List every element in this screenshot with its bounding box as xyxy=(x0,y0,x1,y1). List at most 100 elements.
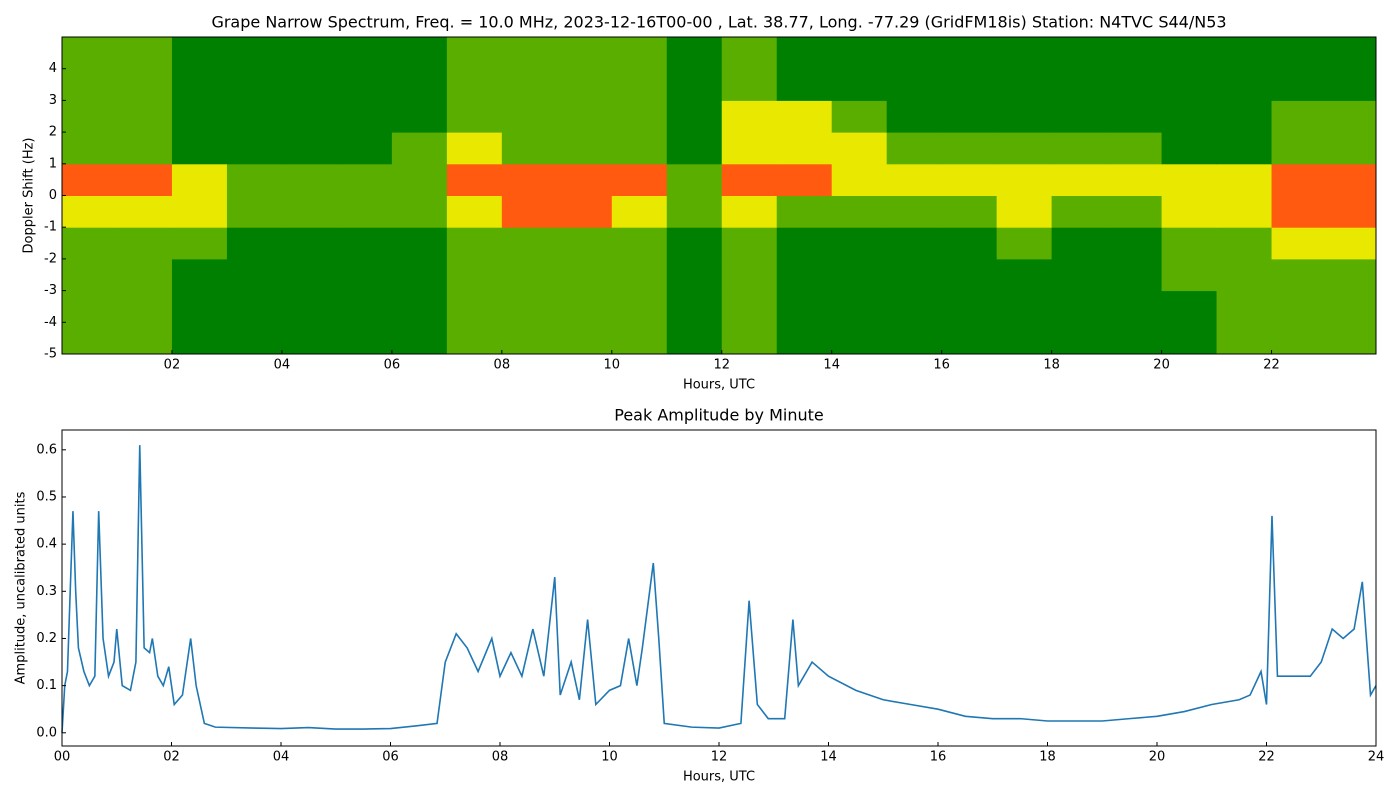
heatmap-cell xyxy=(996,258,1053,292)
heatmap-cell xyxy=(391,290,448,323)
heatmap-cell xyxy=(721,290,778,323)
heatmap-cell xyxy=(666,227,723,260)
heatmap-cell xyxy=(1051,163,1108,196)
heatmap-cell xyxy=(1216,100,1273,133)
heatmap-cell xyxy=(446,322,503,354)
x-tick-label: 22 xyxy=(1263,358,1280,373)
heatmap-cell xyxy=(611,132,668,165)
heatmap-cell xyxy=(831,322,888,354)
heatmap-cell xyxy=(776,163,833,196)
heatmap-cell xyxy=(1106,290,1163,323)
heatmap-cell xyxy=(1106,132,1163,165)
chart-title: Peak Amplitude by Minute xyxy=(614,406,824,425)
y-tick-label: 0.6 xyxy=(36,442,57,457)
heatmap-cell xyxy=(446,258,503,292)
x-tick-label: 02 xyxy=(164,358,181,373)
heatmap-cell xyxy=(1051,195,1108,228)
heatmap-cell xyxy=(611,322,668,354)
heatmap-cell xyxy=(1161,163,1218,196)
heatmap-cell xyxy=(391,195,448,228)
heatmap-cell xyxy=(996,37,1053,70)
heatmap-cell xyxy=(556,37,613,70)
heatmap-cell xyxy=(1161,195,1218,228)
heatmap-cell xyxy=(1216,163,1273,196)
heatmap-cell xyxy=(1271,195,1328,228)
heatmap-cell xyxy=(666,258,723,292)
heatmap-cell xyxy=(62,100,118,133)
heatmap-cell xyxy=(62,163,118,196)
heatmap-cell xyxy=(62,322,118,354)
heatmap-cell xyxy=(831,290,888,323)
heatmap-cell xyxy=(666,290,723,323)
x-tick-label: 04 xyxy=(273,750,290,765)
y-tick-label: 0.4 xyxy=(36,537,57,552)
heatmap-cell xyxy=(556,195,613,228)
heatmap-cell xyxy=(1326,258,1376,292)
heatmap-cell xyxy=(446,227,503,260)
heatmap-cell xyxy=(501,68,558,101)
heatmap-cell xyxy=(1106,227,1163,260)
heatmap-cell xyxy=(996,227,1053,260)
heatmap-cell xyxy=(611,100,668,133)
y-tick-label: 0.5 xyxy=(36,489,57,504)
heatmap-cell xyxy=(171,322,228,354)
x-axis-label: Hours, UTC xyxy=(683,770,755,785)
x-tick-label: 20 xyxy=(1153,358,1170,373)
heatmap-cell xyxy=(171,163,228,196)
chart-title: Grape Narrow Spectrum, Freq. = 10.0 MHz,… xyxy=(211,13,1226,32)
heatmap-cell xyxy=(831,258,888,292)
heatmap-cell xyxy=(226,100,283,133)
heatmap-cell xyxy=(666,100,723,133)
heatmap-cell xyxy=(721,37,778,70)
heatmap-cell xyxy=(556,163,613,196)
heatmap-cell xyxy=(996,68,1053,101)
x-tick-label: 08 xyxy=(494,358,511,373)
heatmap-cell xyxy=(1326,132,1376,165)
heatmap-cell xyxy=(116,322,173,354)
heatmap-cell xyxy=(116,227,173,260)
heatmap-cell xyxy=(1161,100,1218,133)
heatmap-cell xyxy=(996,163,1053,196)
heatmap-cell xyxy=(721,227,778,260)
heatmap-cell xyxy=(171,132,228,165)
heatmap-cell xyxy=(116,195,173,228)
heatmap-cell xyxy=(1106,322,1163,354)
heatmap-cell xyxy=(226,68,283,101)
x-tick-label: 06 xyxy=(384,358,401,373)
heatmap-cell xyxy=(281,227,338,260)
heatmap-cell xyxy=(776,195,833,228)
heatmap-cell xyxy=(1326,37,1376,70)
heatmap-cell xyxy=(996,100,1053,133)
heatmap-cell xyxy=(941,100,998,133)
heatmap-cell xyxy=(886,37,943,70)
y-tick-label: 1 xyxy=(49,156,57,171)
x-tick-label: 22 xyxy=(1258,750,1275,765)
x-tick-label: 20 xyxy=(1149,750,1166,765)
heatmap-cell xyxy=(1161,37,1218,70)
heatmap-cell xyxy=(721,163,778,196)
heatmap-cell xyxy=(1216,132,1273,165)
heatmap-cell xyxy=(446,195,503,228)
heatmap-cell xyxy=(171,37,228,70)
heatmap-cell xyxy=(1161,258,1218,292)
heatmap-cell xyxy=(171,100,228,133)
heatmap-cell xyxy=(446,163,503,196)
heatmap-cell xyxy=(1271,322,1328,354)
heatmap-cell xyxy=(1051,37,1108,70)
plot-frame xyxy=(61,429,1377,747)
heatmap-cell xyxy=(831,68,888,101)
heatmap-cell xyxy=(941,258,998,292)
heatmap-cell xyxy=(941,322,998,354)
heatmap-cell xyxy=(611,68,668,101)
heatmap-cell xyxy=(1326,195,1376,228)
heatmap-cell xyxy=(1271,227,1328,260)
heatmap-cell xyxy=(281,163,338,196)
heatmap-cell xyxy=(1216,37,1273,70)
heatmap-cell xyxy=(226,163,283,196)
heatmap-cell xyxy=(1326,163,1376,196)
heatmap-cell xyxy=(1271,100,1328,133)
heatmap-cell xyxy=(1271,37,1328,70)
x-tick-label: 14 xyxy=(823,358,840,373)
heatmap-cell xyxy=(62,132,118,165)
heatmap-cell xyxy=(281,37,338,70)
